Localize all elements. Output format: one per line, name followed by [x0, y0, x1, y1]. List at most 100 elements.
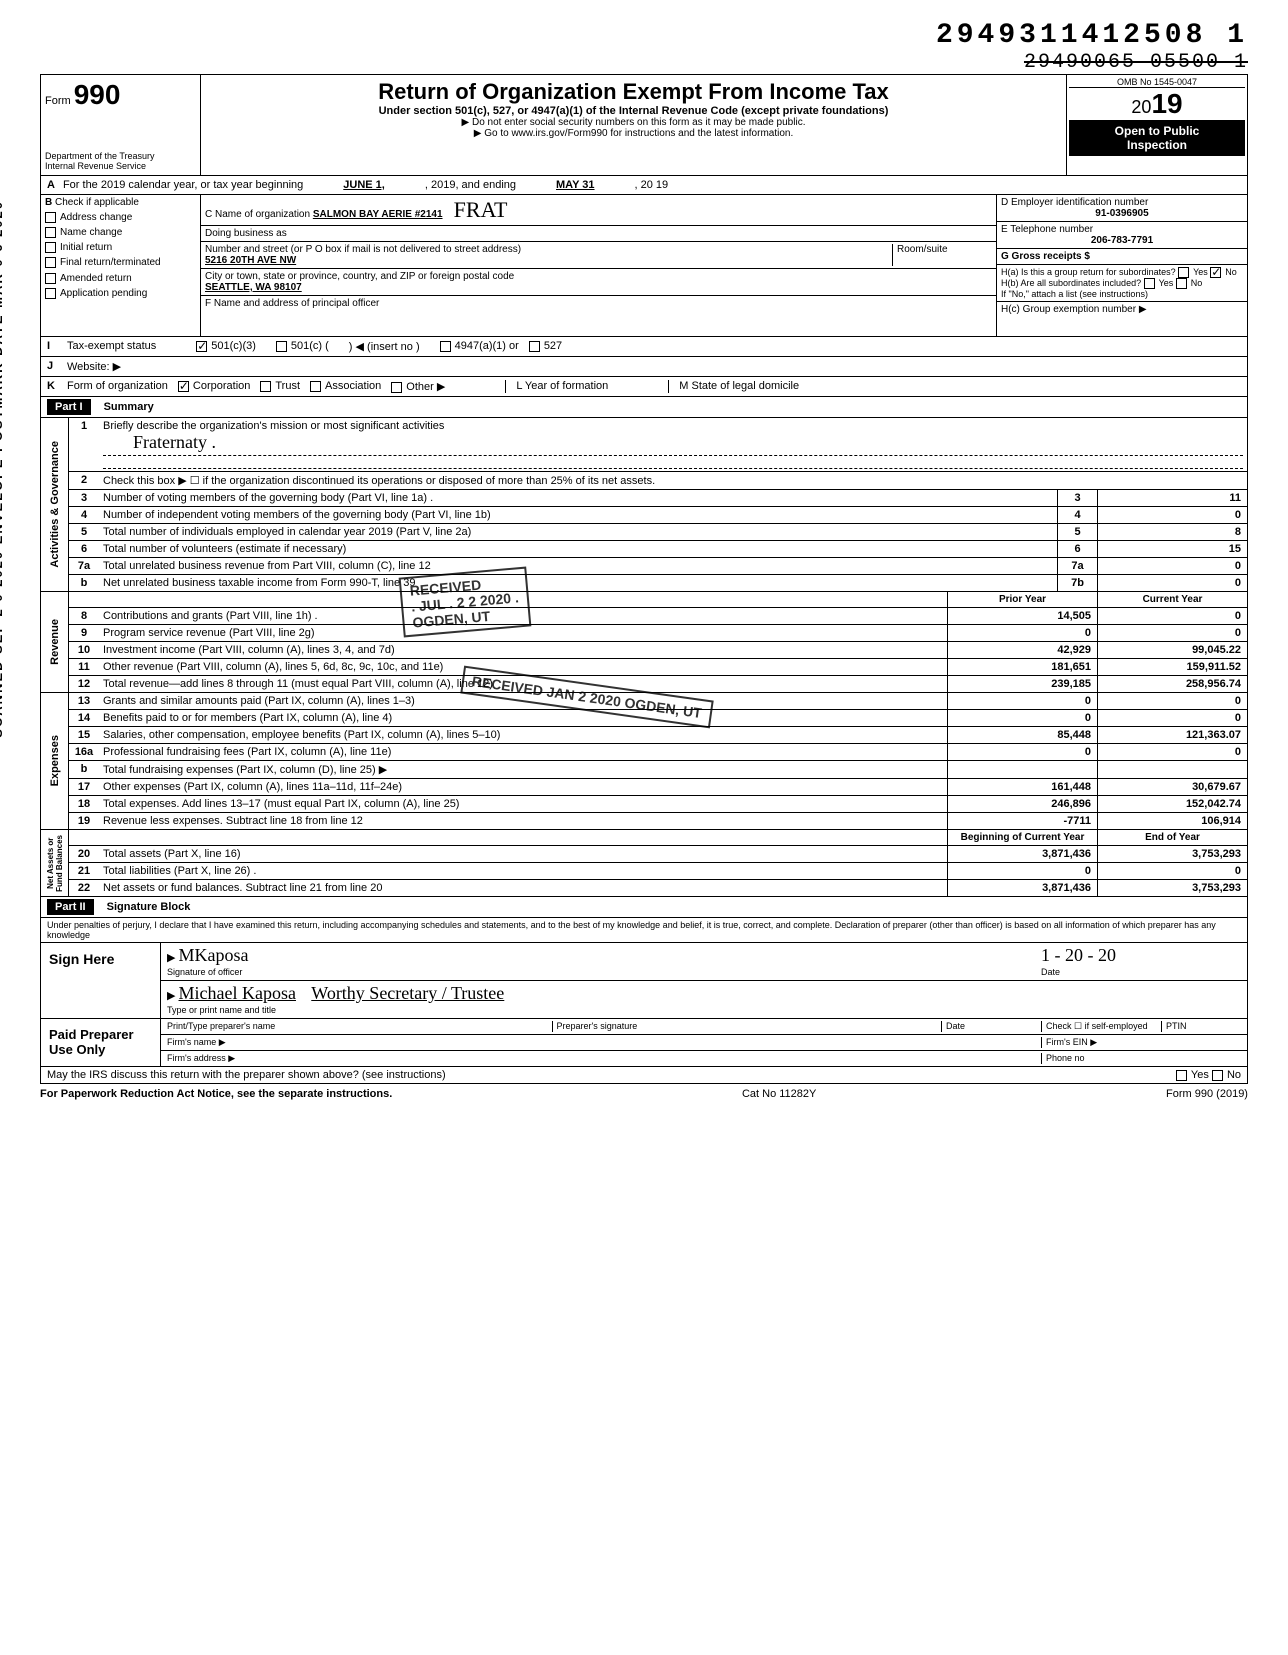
gov-row: b Net unrelated business taxable income …: [69, 575, 1247, 591]
current-val: [1097, 761, 1247, 778]
cb-app-pending[interactable]: [45, 288, 56, 299]
row-desc: Other revenue (Part VIII, column (A), li…: [99, 659, 947, 675]
current-val: 0: [1097, 710, 1247, 726]
row-num: 5: [69, 524, 99, 540]
prior-val: 246,896: [947, 796, 1097, 812]
prior-val: 161,448: [947, 779, 1097, 795]
room-suite: Room/suite: [892, 244, 992, 266]
cb-final-return[interactable]: [45, 257, 56, 268]
tax-year-end-month: MAY 31: [556, 179, 595, 191]
firm-name: Firm's name ▶: [167, 1037, 1041, 1048]
header-grid: B Check if applicable Address change Nam…: [40, 195, 1248, 337]
barcode-number: 2949311412508 1: [40, 20, 1248, 51]
prior-val: -7711: [947, 813, 1097, 829]
part-ii-header: Part II Signature Block: [40, 897, 1248, 918]
row-num: 6: [69, 541, 99, 557]
mission-answer: Fraternaty .: [133, 432, 216, 452]
lbl-amended: Amended return: [60, 273, 132, 284]
row-num: 19: [69, 813, 99, 829]
row-box: 6: [1057, 541, 1097, 557]
prep-ptin: PTIN: [1161, 1021, 1241, 1032]
part-i-label: Part I: [47, 399, 91, 415]
row-num: 18: [69, 796, 99, 812]
row-desc: Grants and similar amounts paid (Part IX…: [99, 693, 947, 709]
print-name-label: Type or print name and title: [167, 1005, 276, 1015]
cb-irs-no[interactable]: [1212, 1070, 1223, 1081]
row-desc: Professional fundraising fees (Part IX, …: [99, 744, 947, 760]
irs-discuss: May the IRS discuss this return with the…: [47, 1069, 446, 1081]
street-addr: 5216 20TH AVE NW: [205, 255, 296, 266]
exp-row: 13 Grants and similar amounts paid (Part…: [69, 693, 1247, 710]
cb-initial-return[interactable]: [45, 242, 56, 253]
row-num: 21: [69, 863, 99, 879]
row-box: 5: [1057, 524, 1097, 540]
cb-name-change[interactable]: [45, 227, 56, 238]
row-num: b: [69, 761, 99, 778]
hb-label: H(b) Are all subordinates included?: [1001, 278, 1141, 288]
inspection: Inspection: [1073, 138, 1241, 152]
row-val: 11: [1097, 490, 1247, 506]
row-desc: Other expenses (Part IX, column (A), lin…: [99, 779, 947, 795]
row-num: 9: [69, 625, 99, 641]
lbl-name-change: Name change: [60, 227, 122, 238]
cb-hb-yes[interactable]: [1144, 278, 1155, 289]
year-formation: L Year of formation: [505, 380, 608, 393]
beg-val: 3,871,436: [947, 880, 1097, 896]
hc-label: H(c) Group exemption number ▶: [997, 302, 1247, 317]
tax-year-end-year: , 20 19: [635, 179, 669, 191]
current-val: 0: [1097, 693, 1247, 709]
cb-corp[interactable]: [178, 381, 189, 392]
cb-4947[interactable]: [440, 341, 451, 352]
net-label: Net Assets or Fund Balances: [44, 831, 66, 896]
signature-block: Sign Here ▶ MKaposaSignature of officer …: [40, 943, 1248, 1084]
cb-ha-no[interactable]: [1210, 267, 1221, 278]
net-row: 22 Net assets or fund balances. Subtract…: [69, 880, 1247, 896]
prior-val: [947, 761, 1097, 778]
row-num: 22: [69, 880, 99, 896]
gov-row: 3 Number of voting members of the govern…: [69, 490, 1247, 507]
prior-val: 239,185: [947, 676, 1097, 692]
cb-irs-yes[interactable]: [1176, 1070, 1187, 1081]
cb-other[interactable]: [391, 382, 402, 393]
row-desc: Total number of individuals employed in …: [99, 524, 1057, 540]
line-a: A For the 2019 calendar year, or tax yea…: [40, 176, 1248, 195]
rev-row: 10 Investment income (Part VIII, column …: [69, 642, 1247, 659]
row-desc: Number of independent voting members of …: [99, 507, 1057, 523]
end-val: 3,753,293: [1097, 880, 1247, 896]
cb-527[interactable]: [529, 341, 540, 352]
lbl-app-pending: Application pending: [60, 288, 147, 299]
current-val: 0: [1097, 744, 1247, 760]
prior-val: 0: [947, 625, 1097, 641]
org-name: SALMON BAY AERIE #2141: [313, 209, 443, 220]
lbl-other: Other ▶: [406, 381, 445, 393]
gov-row: 5 Total number of individuals employed i…: [69, 524, 1247, 541]
cb-hb-no[interactable]: [1176, 278, 1187, 289]
part-i-header: Part I Summary: [40, 397, 1248, 418]
prior-year-hdr: Prior Year: [947, 592, 1097, 607]
row-box: 7b: [1057, 575, 1097, 591]
end-val: 3,753,293: [1097, 846, 1247, 862]
cb-501c3[interactable]: [196, 341, 207, 352]
gov-row: 4 Number of independent voting members o…: [69, 507, 1247, 524]
row-num: 16a: [69, 744, 99, 760]
row-desc: Program service revenue (Part VIII, line…: [99, 625, 947, 641]
sig-officer-label: Signature of officer: [167, 967, 242, 977]
cb-address-change[interactable]: [45, 212, 56, 223]
cb-amended[interactable]: [45, 273, 56, 284]
cb-501c[interactable]: [276, 341, 287, 352]
prep-name-label: Print/Type preparer's name: [167, 1021, 552, 1032]
prior-val: 0: [947, 744, 1097, 760]
line-i: I Tax-exempt status 501(c)(3) 501(c) ( )…: [40, 337, 1248, 357]
line-k: K Form of organization Corporation Trust…: [40, 377, 1248, 397]
cb-assoc[interactable]: [310, 381, 321, 392]
net-row: 21 Total liabilities (Part X, line 26) .…: [69, 863, 1247, 880]
firm-phone: Phone no: [1041, 1053, 1241, 1064]
exp-row: 19 Revenue less expenses. Subtract line …: [69, 813, 1247, 829]
row-num: 17: [69, 779, 99, 795]
cb-ha-yes[interactable]: [1178, 267, 1189, 278]
end-val: 0: [1097, 863, 1247, 879]
current-year-hdr: Current Year: [1097, 592, 1247, 607]
note-ssn: ▶ Do not enter social security numbers o…: [205, 117, 1062, 128]
cb-trust[interactable]: [260, 381, 271, 392]
row-val: 0: [1097, 507, 1247, 523]
